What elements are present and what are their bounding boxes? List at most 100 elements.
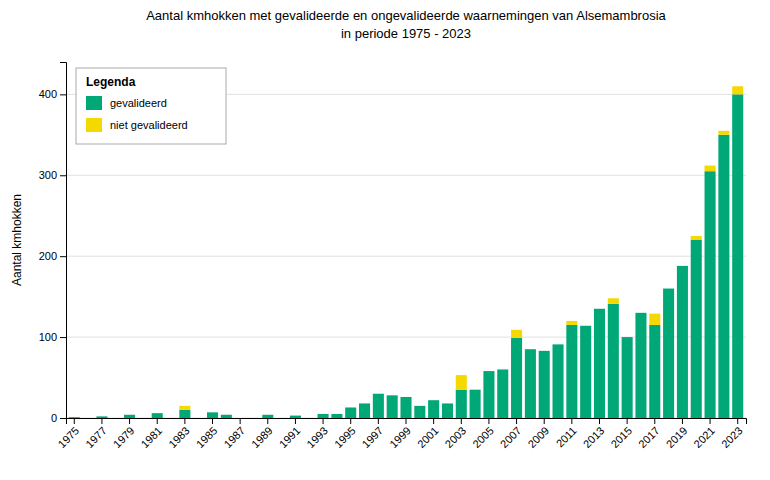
y-tick-mark	[60, 94, 66, 95]
x-tick: 1983	[166, 418, 192, 450]
bar	[373, 393, 384, 394]
bar	[345, 407, 356, 408]
bar	[483, 371, 494, 372]
bar	[235, 418, 246, 419]
y-tick: 300	[39, 169, 66, 181]
bar	[732, 86, 743, 94]
legend-swatch	[86, 118, 102, 132]
bar	[553, 344, 564, 418]
bar	[179, 406, 190, 410]
bar	[152, 413, 163, 418]
x-tick-mark	[378, 418, 379, 424]
x-tick: 2019	[664, 418, 690, 450]
x-tick-mark	[323, 418, 324, 424]
legend-label: niet gevalideerd	[110, 119, 188, 131]
x-tick-mark	[240, 418, 241, 424]
x-tick-mark	[737, 418, 738, 424]
bar	[193, 418, 204, 419]
x-tick: 2011	[554, 418, 579, 450]
y-axis: 0100200300400	[39, 63, 67, 425]
x-tick-label: 2005	[470, 424, 496, 450]
x-tick-label: 1995	[332, 424, 358, 450]
bar	[470, 389, 481, 390]
bar	[691, 236, 702, 240]
plot-area: 1975197719791981198319851987198919911993…	[39, 63, 747, 451]
x-tick: 2003	[442, 418, 468, 450]
x-tick: 1991	[277, 418, 303, 450]
x-tick-label: 2013	[581, 424, 607, 450]
chart-svg: 1975197719791981198319851987198919911993…	[0, 0, 770, 480]
subtitle: in periode 1975 - 2023	[341, 26, 471, 41]
bar	[442, 403, 453, 404]
bar	[677, 265, 688, 266]
x-tick-mark	[627, 418, 628, 424]
x-tick-mark	[488, 418, 489, 424]
legend-title: Legenda	[86, 75, 136, 89]
bar	[83, 418, 94, 419]
bar	[594, 309, 605, 418]
bar	[428, 400, 439, 418]
x-tick: 1977	[83, 418, 109, 450]
bar	[705, 166, 716, 172]
bar	[235, 418, 246, 419]
x-tick-label: 2019	[664, 424, 690, 450]
bar	[456, 390, 467, 418]
y-tick-label: 100	[39, 331, 57, 343]
bar	[400, 397, 411, 418]
bar	[124, 414, 135, 415]
bar	[400, 396, 411, 397]
x-tick-mark	[74, 418, 75, 424]
bar	[414, 406, 425, 418]
x-tick-mark	[654, 418, 655, 424]
bar	[276, 418, 287, 419]
legend-frame	[76, 68, 226, 144]
bar	[166, 418, 177, 419]
x-tick-label: 2009	[525, 424, 551, 450]
x-tick-label: 2017	[636, 424, 662, 450]
bar	[525, 349, 536, 418]
x-tick-label: 2021	[691, 424, 717, 450]
x-tick-label: 1981	[138, 424, 164, 450]
x-tick-mark	[267, 418, 268, 424]
bar	[691, 240, 702, 418]
bar	[511, 338, 522, 418]
x-axis: 1975197719791981198319851987198919911993…	[55, 418, 746, 450]
bar	[96, 416, 107, 418]
x-tick-label: 2003	[442, 424, 468, 450]
bar	[566, 325, 577, 418]
x-tick: 1993	[304, 418, 330, 450]
bar	[179, 410, 190, 418]
legend: Legendagevalideerdniet gevalideerd	[76, 68, 226, 144]
bar	[594, 308, 605, 309]
x-tick-mark	[682, 418, 683, 424]
bar	[649, 325, 660, 418]
bar	[483, 371, 494, 418]
grid-line	[66, 175, 746, 176]
x-tick-mark	[571, 418, 572, 424]
x-tick-mark	[350, 418, 351, 424]
x-tick-label: 1997	[360, 424, 386, 450]
bar	[663, 288, 674, 289]
bar	[207, 412, 218, 413]
bar	[248, 418, 259, 419]
x-tick-mark	[212, 418, 213, 424]
bar	[635, 312, 646, 313]
x-tick-label: 1987	[221, 424, 247, 450]
x-tick: 1995	[332, 418, 358, 450]
bar	[428, 400, 439, 401]
bar	[539, 350, 550, 351]
bar	[318, 413, 329, 414]
x-tick-label: 2007	[498, 424, 524, 450]
bar	[124, 415, 135, 418]
bar	[580, 325, 591, 326]
bar	[497, 369, 508, 418]
y-tick-label: 300	[39, 169, 57, 181]
bar	[511, 330, 522, 338]
x-tick-mark	[184, 418, 185, 424]
bar	[138, 418, 149, 419]
x-tick-mark	[295, 418, 296, 424]
bar	[262, 414, 273, 415]
bar	[83, 418, 94, 419]
x-tick-label: 1993	[304, 424, 330, 450]
x-tick-label: 2023	[719, 424, 745, 450]
